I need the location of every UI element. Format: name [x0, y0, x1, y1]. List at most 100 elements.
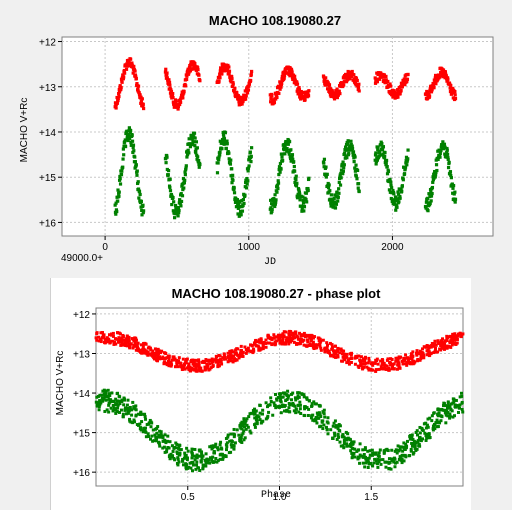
phase-plot-point	[208, 445, 212, 449]
phase-plot-point	[383, 363, 387, 367]
light-curve-point	[269, 95, 273, 99]
phase-plot-point	[244, 427, 248, 431]
light-curve-point	[181, 177, 186, 181]
phase-plot-point	[363, 355, 367, 359]
phase-plot-point	[272, 336, 276, 340]
phase-plot-point	[179, 365, 183, 369]
phase-plot-point	[302, 331, 306, 335]
light-curve-point	[426, 196, 430, 200]
phase-plot-point	[413, 446, 417, 450]
light-curve-point	[192, 140, 196, 144]
light-curve-point	[339, 168, 344, 172]
phase-plot-point	[137, 412, 141, 416]
phase-plot-point	[189, 466, 193, 470]
light-curve-chart: MACHO 108.19080.27 MACHO V+Rc JD 49000.0…	[19, 13, 494, 268]
phase-plot-point	[255, 414, 259, 418]
light-curve-point	[397, 200, 401, 204]
light-curve-point	[169, 88, 173, 92]
phase-plot-point	[274, 335, 278, 339]
phase-plot-point	[449, 345, 453, 349]
light-curve-point	[296, 91, 301, 95]
light-curve-point	[405, 163, 409, 167]
phase-plot-point	[226, 433, 230, 437]
phase-plot-point	[211, 455, 215, 459]
phase-plot-point	[189, 367, 193, 371]
phase-plot-point	[273, 392, 277, 396]
light-curve-point	[116, 98, 120, 103]
phase-plot-point	[221, 356, 225, 360]
phase-plot-point	[461, 410, 465, 414]
phase-plot-point	[458, 395, 462, 399]
phase-plot-point	[232, 447, 236, 451]
light-curve-point	[301, 195, 305, 199]
phase-plot-point	[359, 355, 363, 359]
phase-plot-point	[176, 365, 180, 369]
phase-plot-point	[319, 348, 323, 352]
phase-plot-point	[111, 334, 115, 338]
phase-plot-point	[383, 449, 387, 453]
phase-plot-point	[174, 441, 178, 445]
phase-plot-point	[233, 433, 237, 437]
light-curve-point	[307, 89, 311, 93]
phase-plot-point	[382, 451, 386, 455]
light-curve-point	[247, 84, 251, 88]
phase-plot-point	[229, 432, 233, 436]
phase-plot-point	[117, 336, 121, 340]
phase-plot-point	[134, 348, 138, 352]
phase-plot-point	[97, 405, 101, 409]
phase-plot-point	[396, 358, 400, 362]
light-curve-point	[353, 169, 357, 173]
phase-plot-point	[314, 416, 318, 420]
light-curve-point	[295, 80, 299, 84]
light-curve-point	[245, 182, 249, 186]
light-curve-point	[133, 160, 137, 164]
phase-plot-point	[113, 337, 117, 341]
phase-plot-point	[245, 423, 249, 427]
phase-plot-point	[167, 357, 171, 361]
phase-plot-point	[163, 360, 167, 364]
light-curve-point	[223, 131, 227, 135]
phase-plot-point	[224, 443, 228, 447]
phase-plot-point	[252, 341, 256, 345]
phase-plot-point	[301, 334, 305, 338]
light-curve-point	[198, 79, 202, 83]
light-curve-point	[387, 188, 392, 192]
phase-plot-point	[138, 350, 142, 354]
phase-plot-point	[168, 453, 172, 457]
light-curve-point	[224, 146, 228, 151]
phase-plot-point	[452, 334, 456, 338]
phase-plot-point	[306, 413, 310, 417]
phase-plot-point	[254, 422, 258, 426]
phase-plot-point	[427, 433, 431, 437]
phase-plot-point	[131, 421, 135, 425]
phase-plot-point	[260, 341, 264, 345]
phase-plot-point	[453, 403, 457, 407]
light-curve-point	[284, 71, 289, 75]
phase-plot-point	[279, 392, 283, 396]
phase-plot-point	[333, 431, 337, 435]
light-curve-point	[295, 82, 300, 86]
light-curve-point	[304, 191, 308, 195]
light-curve-point	[287, 140, 292, 144]
phase-plot-point	[99, 340, 103, 344]
phase-plot-point	[222, 357, 226, 361]
phase-plot-point	[254, 418, 258, 422]
phase-plot-point	[311, 340, 315, 344]
phase-plot-point	[151, 428, 155, 432]
phase-plot-point	[149, 437, 153, 441]
light-curve-point	[198, 162, 202, 167]
phase-plot-point	[422, 422, 426, 426]
light-curve-point	[294, 174, 298, 178]
phase-plot-point	[420, 426, 424, 430]
light-curve-point	[235, 199, 239, 204]
phase-plot-point	[237, 433, 241, 437]
phase-plot-point	[114, 342, 118, 346]
phase-plot-point	[293, 404, 297, 408]
light-curve-point	[285, 149, 289, 153]
phase-plot-point	[385, 460, 389, 464]
phase-plot-point	[101, 399, 105, 403]
phase-plot-point	[275, 405, 279, 409]
light-curve-point	[141, 102, 145, 106]
phase-plot-point	[445, 334, 449, 338]
phase-plot-point	[378, 448, 382, 452]
